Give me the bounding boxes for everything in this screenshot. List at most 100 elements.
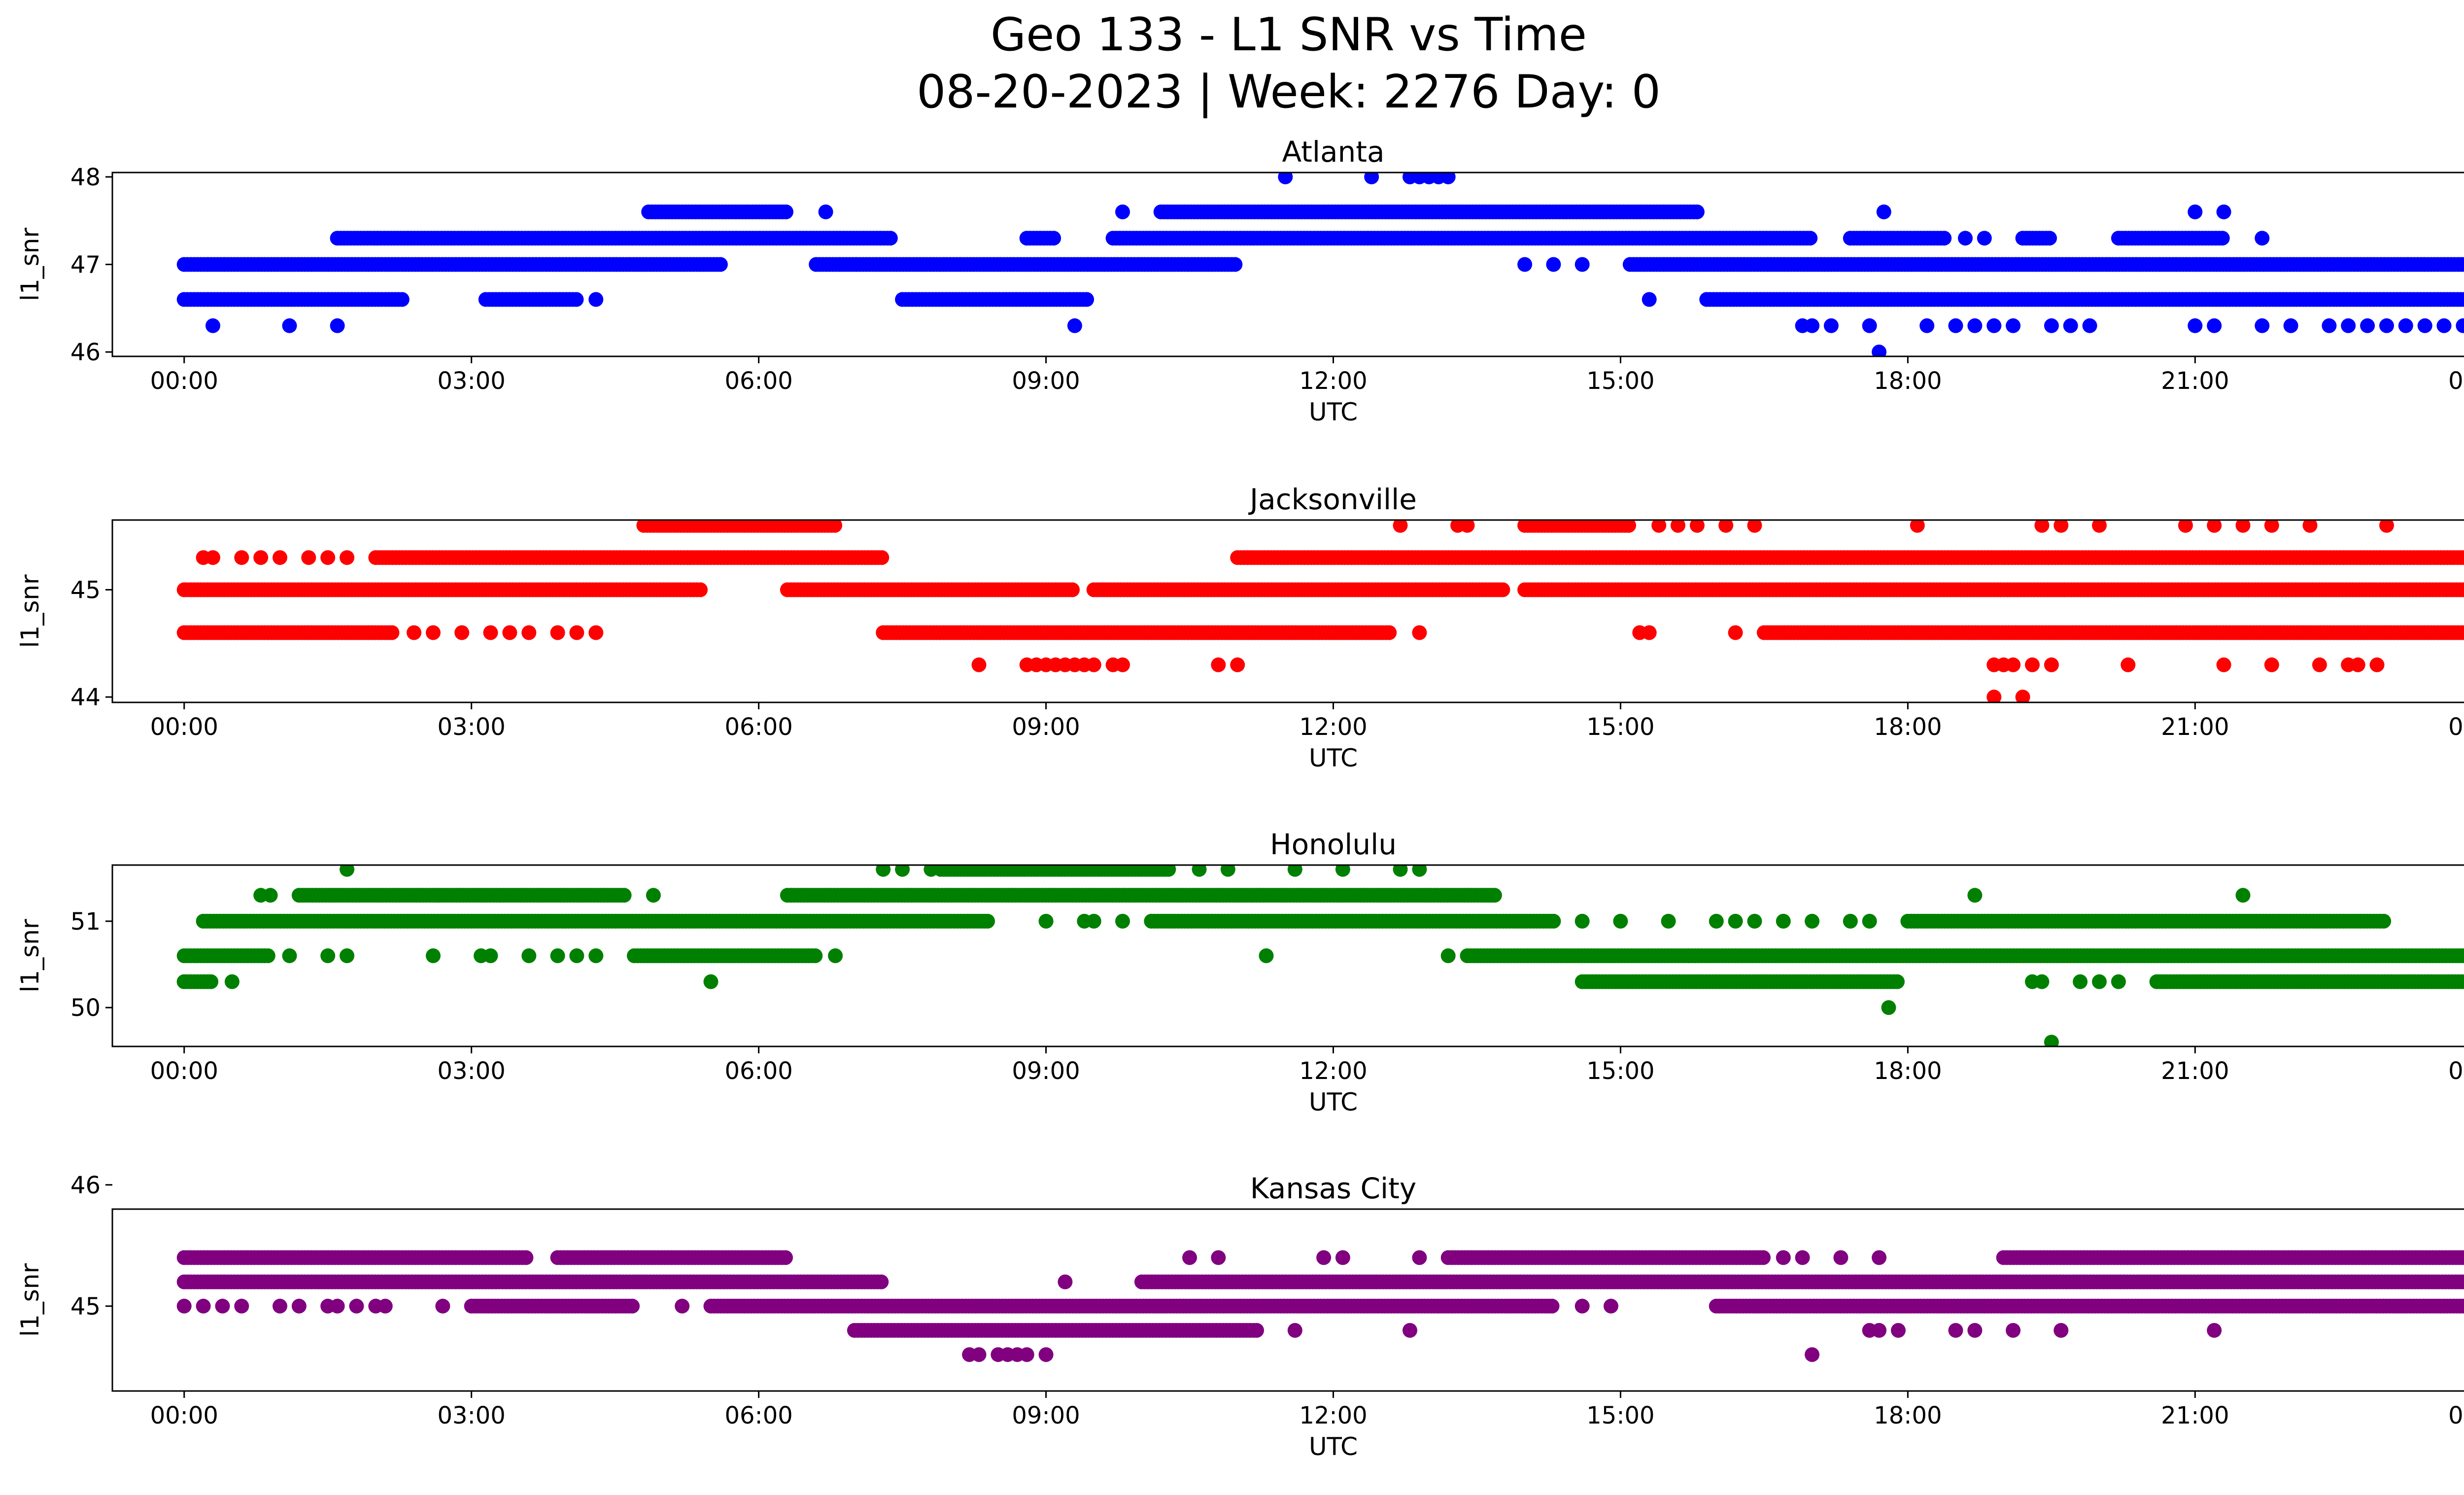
data-point: [1747, 913, 1762, 929]
data-point: [1287, 865, 1302, 877]
data-point: [1038, 913, 1054, 929]
data-point: [454, 625, 470, 640]
data-point: [1958, 231, 1973, 246]
data-point: [1948, 318, 1963, 333]
data-point: [550, 625, 565, 640]
y-tick-label: 47: [70, 251, 101, 279]
data-point: [1086, 657, 1101, 672]
data-point: [1335, 865, 1350, 877]
data-point: [883, 231, 898, 246]
x-tick-label: 03:00: [438, 713, 506, 741]
data-point: [1718, 520, 1734, 533]
data-point: [2436, 318, 2452, 333]
data-point: [1211, 657, 1226, 672]
x-tick-label: 18:00: [1874, 367, 1942, 395]
data-point: [1642, 292, 1657, 307]
x-tick-label: 12:00: [1299, 713, 1367, 741]
data-point: [895, 865, 910, 877]
x-tick-label: 18:00: [1874, 713, 1942, 741]
y-axis-label: l1_snr: [16, 574, 44, 648]
data-point: [2417, 318, 2432, 333]
data-point: [2121, 657, 2136, 672]
x-tick-label: 09:00: [1012, 1057, 1080, 1085]
data-point: [2188, 204, 2203, 219]
y-axis-label: l1_snr: [16, 228, 44, 301]
data-point: [204, 974, 219, 989]
data-point: [2459, 583, 2464, 597]
y-tick-label: 45: [70, 576, 101, 604]
data-point: [1986, 690, 2002, 702]
x-tick-label: 09:00: [1012, 713, 1080, 741]
y-tick-label: 50: [70, 994, 101, 1022]
data-point: [2460, 293, 2464, 306]
data-point: [1382, 625, 1397, 640]
data-point: [1574, 913, 1590, 929]
data-point: [2255, 231, 2270, 246]
data-point: [2025, 657, 2040, 672]
data-point: [2092, 520, 2107, 533]
data-point: [1642, 625, 1657, 640]
data-point: [569, 948, 584, 963]
data-point: [282, 948, 297, 963]
x-tick-label: 00:00: [150, 713, 218, 741]
data-point: [263, 888, 278, 903]
data-point: [2235, 888, 2251, 903]
data-point: [2015, 690, 2030, 702]
data-point: [340, 550, 355, 565]
x-tick-label: 09:00: [1012, 367, 1080, 395]
data-point: [320, 550, 336, 565]
x-tick-label: 06:00: [724, 367, 792, 395]
data-point: [273, 550, 287, 565]
data-point: [1460, 520, 1475, 533]
data-point: [407, 625, 422, 640]
data-point: [426, 625, 441, 640]
data-point: [2461, 258, 2464, 271]
data-points: [176, 865, 2464, 1046]
data-point: [1440, 948, 1456, 963]
data-point: [2376, 913, 2392, 929]
data-point: [1393, 520, 1408, 533]
figure-title-line2: 08-20-2023 | Week: 2276 Day: 0: [917, 65, 1661, 118]
data-point: [1065, 582, 1080, 597]
data-point: [2461, 626, 2464, 639]
data-point: [550, 948, 565, 963]
data-point: [521, 625, 537, 640]
data-point: [394, 292, 410, 307]
data-point: [569, 625, 584, 640]
data-point: [2398, 318, 2413, 333]
x-tick-label: 00:00: [2448, 367, 2464, 395]
x-tick-label: 21:00: [2161, 713, 2229, 741]
data-point: [1937, 231, 1952, 246]
data-point: [2369, 657, 2385, 672]
data-point: [2207, 520, 2222, 533]
data-point: [1977, 231, 1992, 246]
data-point: [2461, 975, 2464, 988]
data-point: [1546, 257, 1561, 272]
data-point: [2111, 974, 2126, 989]
x-tick-label: 00:00: [150, 1057, 218, 1085]
figure-title-line1: Geo 133 - L1 SNR vs Time: [991, 8, 1587, 61]
data-point: [1517, 257, 1533, 272]
data-point: [253, 550, 269, 565]
data-point: [1843, 913, 1858, 929]
data-point: [1747, 520, 1762, 533]
data-point: [1546, 913, 1561, 929]
data-point: [502, 625, 517, 640]
data-point: [1910, 520, 1925, 533]
data-point: [483, 948, 498, 963]
data-point: [205, 318, 220, 333]
data-point: [646, 888, 661, 903]
data-point: [2063, 318, 2078, 333]
data-point: [2283, 318, 2298, 333]
data-point: [1651, 520, 1667, 533]
data-point: [2460, 551, 2464, 564]
data-point: [2462, 950, 2464, 961]
data-point: [1671, 520, 1685, 533]
data-point: [2312, 657, 2327, 672]
data-point: [2053, 520, 2069, 533]
data-point: [874, 550, 890, 565]
data-point: [384, 625, 400, 640]
data-point: [176, 974, 192, 989]
